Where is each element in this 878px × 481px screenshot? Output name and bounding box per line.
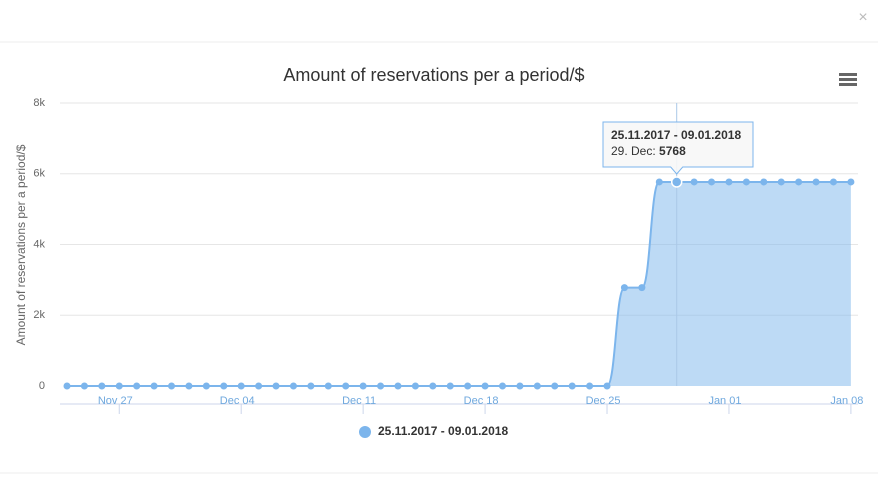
- tooltip-header: 25.11.2017 - 09.01.2018: [611, 128, 741, 142]
- point: [80, 382, 88, 390]
- point: [533, 382, 541, 390]
- point: [620, 284, 628, 292]
- menu-bar: [839, 83, 857, 86]
- point: [812, 178, 820, 186]
- point: [98, 382, 106, 390]
- point: [725, 178, 733, 186]
- tooltip-label: 29. Dec:: [611, 144, 656, 158]
- menu-button[interactable]: [839, 73, 857, 86]
- x-tick-label: Dec 18: [464, 395, 499, 407]
- point: [516, 382, 524, 390]
- point: [255, 382, 263, 390]
- tooltip-value: 5768: [659, 144, 686, 158]
- point: [168, 382, 176, 390]
- y-tick-label: 8k: [33, 97, 45, 109]
- point: [429, 382, 437, 390]
- y-tick-label: 2k: [33, 309, 45, 321]
- point: [586, 382, 594, 390]
- tooltip-box: [602, 121, 754, 175]
- point: [185, 382, 193, 390]
- x-tick-label: Nov 27: [98, 395, 133, 407]
- point: [115, 382, 123, 390]
- y-tick-label: 4k: [33, 238, 45, 250]
- point: [307, 382, 315, 390]
- point: [272, 382, 280, 390]
- point: [220, 382, 228, 390]
- point: [760, 178, 768, 186]
- point: [359, 382, 367, 390]
- point: [568, 382, 576, 390]
- point: [655, 178, 663, 186]
- point: [499, 382, 506, 390]
- point: [446, 382, 454, 390]
- legend-item[interactable]: 25.11.2017 - 09.01.2018: [359, 424, 508, 438]
- x-tick-label: Dec 11: [342, 395, 376, 407]
- tooltip-line: 29. Dec: 5768: [611, 144, 686, 158]
- tooltip: 25.11.2017 - 09.01.2018 29. Dec: 5768: [602, 121, 754, 175]
- menu-bar: [839, 73, 857, 76]
- point: [847, 178, 855, 186]
- legend-symbol: [359, 426, 371, 438]
- point: [237, 382, 245, 390]
- point: [394, 382, 402, 390]
- chart-title: Amount of reservations per a period/$: [283, 65, 584, 85]
- point: [464, 382, 472, 390]
- point: [411, 382, 419, 390]
- point: [551, 382, 559, 390]
- point: [342, 382, 350, 390]
- x-tick-label: Jan 01: [708, 395, 741, 407]
- close-button[interactable]: ×: [858, 9, 867, 26]
- point: [63, 382, 71, 390]
- point: [708, 178, 716, 186]
- y-tick-label: 0: [39, 380, 45, 392]
- point: [638, 284, 646, 292]
- x-tick-label: Dec 04: [220, 395, 255, 407]
- point: [289, 382, 297, 390]
- point: [377, 382, 385, 390]
- point: [795, 178, 803, 186]
- area: [67, 181, 851, 386]
- point: [202, 382, 210, 390]
- point: [133, 382, 141, 390]
- point: [481, 382, 489, 390]
- y-axis-title: Amount of reservations per a period/$: [14, 144, 28, 345]
- menu-bar: [839, 78, 857, 81]
- point: [324, 382, 332, 390]
- x-tick-label: Jan 08: [830, 395, 863, 407]
- point: [690, 178, 698, 186]
- y-tick-label: 6k: [33, 168, 45, 180]
- point: [603, 382, 611, 390]
- point: [777, 178, 785, 186]
- legend-label: 25.11.2017 - 09.01.2018: [378, 424, 508, 438]
- point: [742, 178, 750, 186]
- point: [150, 382, 158, 390]
- point: [670, 176, 683, 188]
- point: [829, 178, 837, 186]
- x-tick-label: Dec 25: [586, 395, 621, 407]
